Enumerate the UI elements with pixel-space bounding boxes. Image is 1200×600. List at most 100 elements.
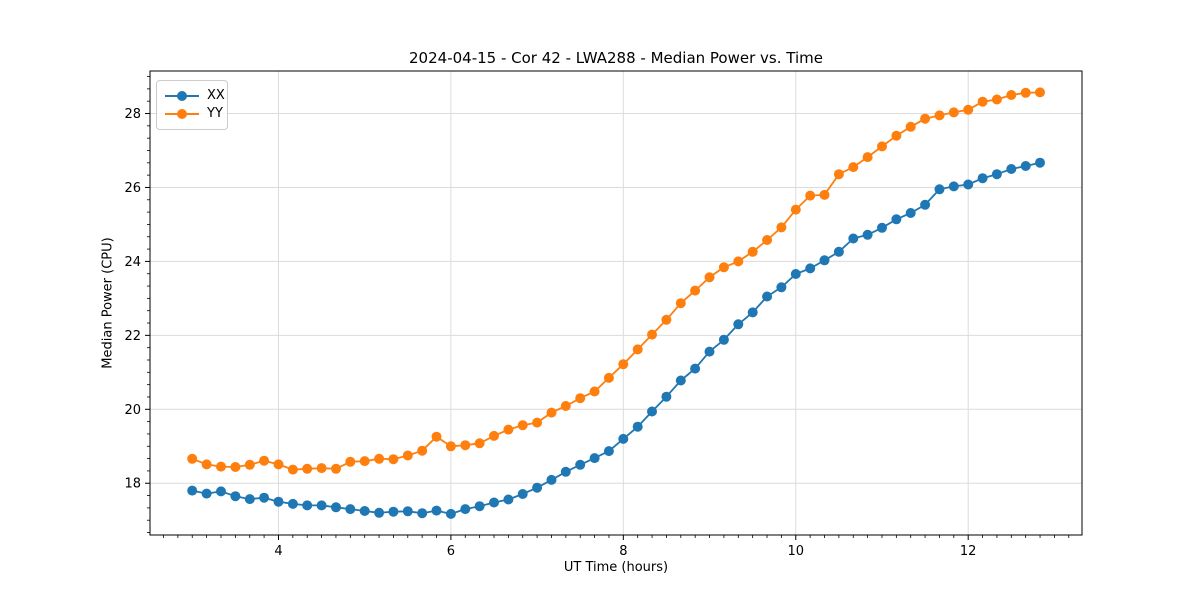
data-point-yy bbox=[848, 162, 859, 173]
data-point-yy bbox=[747, 246, 758, 257]
y-tick-label: 22 bbox=[124, 329, 141, 344]
data-point-yy bbox=[661, 314, 672, 325]
data-point-xx bbox=[259, 492, 270, 503]
data-point-xx bbox=[474, 501, 485, 512]
x-tick-label: 4 bbox=[274, 544, 282, 559]
data-point-yy bbox=[216, 461, 226, 472]
data-point-yy bbox=[259, 455, 270, 466]
data-point-yy bbox=[460, 440, 471, 451]
data-point-xx bbox=[244, 494, 255, 505]
data-point-yy bbox=[862, 152, 873, 163]
data-point-yy bbox=[762, 235, 773, 245]
data-point-yy bbox=[603, 372, 614, 383]
data-point-yy bbox=[374, 453, 385, 464]
data-point-xx bbox=[776, 282, 787, 293]
data-point-yy bbox=[618, 359, 629, 370]
data-point-xx bbox=[704, 346, 715, 357]
data-point-yy bbox=[1035, 87, 1045, 98]
data-point-xx bbox=[905, 208, 916, 218]
data-point-xx bbox=[848, 233, 859, 244]
data-point-xx bbox=[374, 507, 385, 518]
legend-marker-xx bbox=[165, 90, 199, 102]
data-point-xx bbox=[273, 496, 284, 507]
y-tick-label: 18 bbox=[124, 477, 141, 492]
data-point-yy bbox=[474, 438, 485, 449]
data-point-yy bbox=[560, 401, 571, 411]
data-point-yy bbox=[187, 453, 198, 464]
data-point-xx bbox=[460, 504, 471, 515]
y-tick-label: 28 bbox=[124, 107, 141, 122]
data-point-yy bbox=[920, 113, 931, 124]
data-point-yy bbox=[1006, 90, 1017, 100]
data-point-xx bbox=[216, 486, 226, 497]
data-point-yy bbox=[1020, 87, 1031, 98]
data-point-xx bbox=[517, 489, 528, 499]
data-point-xx bbox=[690, 363, 701, 374]
data-point-xx bbox=[560, 466, 571, 477]
data-point-yy bbox=[359, 456, 370, 467]
data-point-xx bbox=[187, 485, 198, 496]
data-point-xx bbox=[331, 502, 341, 513]
data-point-yy bbox=[287, 464, 298, 475]
data-point-yy bbox=[690, 285, 701, 296]
data-point-xx bbox=[661, 391, 672, 402]
legend: XX YY bbox=[156, 80, 228, 130]
data-point-xx bbox=[675, 375, 686, 386]
data-point-yy bbox=[977, 96, 988, 107]
data-point-yy bbox=[201, 459, 212, 470]
data-point-yy bbox=[273, 459, 284, 470]
data-point-yy bbox=[402, 450, 413, 461]
data-point-xx bbox=[790, 269, 801, 279]
data-point-yy bbox=[647, 329, 657, 340]
data-point-xx bbox=[287, 498, 298, 509]
data-point-yy bbox=[934, 110, 945, 121]
data-point-xx bbox=[805, 263, 816, 274]
data-point-xx bbox=[359, 506, 370, 516]
series-line-yy bbox=[191, 91, 1041, 471]
data-point-xx bbox=[489, 497, 499, 508]
data-point-yy bbox=[963, 104, 974, 115]
data-point-xx bbox=[819, 255, 830, 266]
data-point-yy bbox=[503, 424, 514, 435]
y-tick-label: 26 bbox=[124, 181, 141, 196]
data-point-yy bbox=[905, 121, 916, 132]
x-axis-label: UT Time (hours) bbox=[563, 560, 669, 575]
data-point-yy bbox=[891, 130, 902, 141]
x-tick-label: 12 bbox=[960, 544, 977, 559]
data-point-xx bbox=[948, 181, 959, 192]
data-point-xx bbox=[833, 246, 844, 257]
data-point-xx bbox=[230, 491, 241, 502]
data-point-yy bbox=[733, 256, 744, 267]
data-point-yy bbox=[632, 344, 643, 355]
data-point-xx bbox=[991, 169, 1002, 180]
data-point-yy bbox=[718, 262, 729, 273]
data-point-xx bbox=[445, 508, 456, 519]
data-point-xx bbox=[431, 505, 442, 516]
data-point-xx bbox=[963, 179, 974, 190]
data-point-xx bbox=[747, 307, 758, 318]
data-point-xx bbox=[1020, 161, 1031, 171]
data-point-xx bbox=[733, 319, 744, 330]
data-point-xx bbox=[402, 506, 413, 517]
data-point-xx bbox=[618, 433, 629, 444]
data-point-yy bbox=[589, 386, 600, 397]
data-point-yy bbox=[805, 190, 816, 201]
data-point-xx bbox=[891, 214, 902, 225]
data-point-yy bbox=[575, 393, 586, 404]
data-point-xx bbox=[1006, 164, 1017, 174]
data-point-xx bbox=[417, 508, 428, 519]
data-point-xx bbox=[862, 229, 873, 240]
data-point-yy bbox=[417, 445, 428, 456]
data-point-xx bbox=[762, 291, 773, 302]
data-point-xx bbox=[920, 199, 931, 210]
data-point-yy bbox=[345, 456, 356, 467]
data-point-yy bbox=[546, 407, 557, 418]
data-point-yy bbox=[489, 430, 499, 441]
data-point-xx bbox=[589, 453, 600, 464]
data-point-xx bbox=[603, 446, 614, 457]
data-point-yy bbox=[230, 462, 241, 472]
data-point-xx bbox=[503, 494, 514, 505]
data-point-xx bbox=[345, 504, 356, 515]
legend-item-yy: YY bbox=[165, 106, 223, 122]
